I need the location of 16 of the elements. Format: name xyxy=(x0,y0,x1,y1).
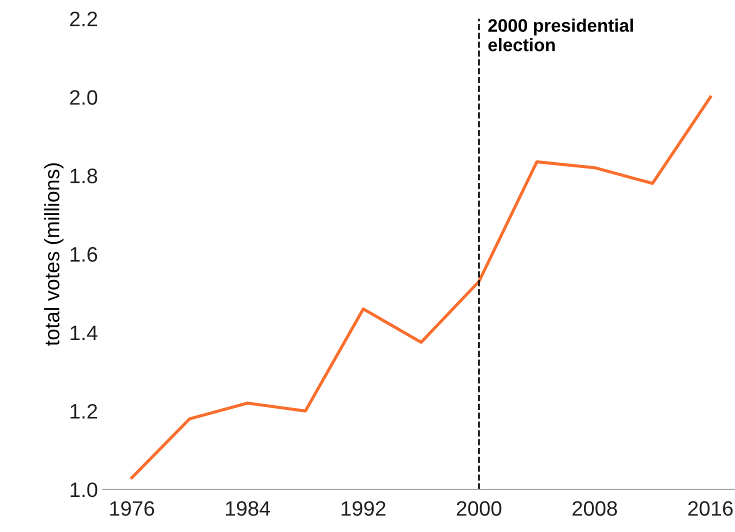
ref-line-label: 2000 presidential election xyxy=(488,18,633,52)
x-tick-label: 1992 xyxy=(342,501,386,516)
x-tick-label: 1984 xyxy=(226,501,270,516)
y-tick-label: 1.4 xyxy=(70,326,98,340)
y-tick-label: 2.2 xyxy=(70,12,97,26)
x-tick-label: 2000 xyxy=(456,501,502,516)
x-tick-label: 1976 xyxy=(110,501,154,516)
y-tick-label: 2.0 xyxy=(70,90,98,105)
y-tick-label: 1.6 xyxy=(70,247,98,262)
y-tick-label: 1.2 xyxy=(70,404,97,419)
x-tick-label: 2008 xyxy=(572,501,617,516)
y-tick-label: 1.8 xyxy=(70,168,98,184)
y-axis-title: total votes (millions) xyxy=(44,163,64,346)
x-tick-label: 2016 xyxy=(688,501,733,516)
line-series xyxy=(130,96,712,480)
y-tick-label: 1.0 xyxy=(70,482,98,498)
